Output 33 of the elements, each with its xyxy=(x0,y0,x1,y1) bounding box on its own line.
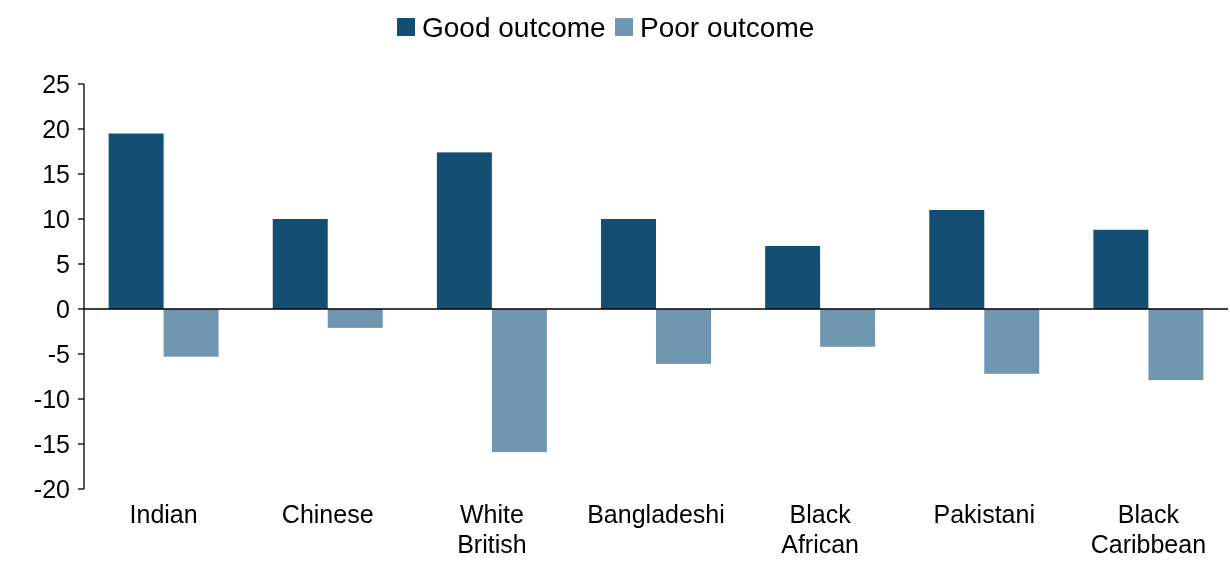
bar xyxy=(163,309,219,357)
x-tick-label: White British xyxy=(457,500,527,558)
x-tick-label: Indian xyxy=(129,500,198,528)
bar xyxy=(108,133,164,309)
y-tick-label: -10 xyxy=(33,384,70,413)
y-tick-label: 15 xyxy=(42,159,70,188)
legend-label: Poor outcome xyxy=(640,11,815,43)
bar xyxy=(820,309,876,347)
y-tick-label: -15 xyxy=(33,429,70,458)
legend-label: Good outcome xyxy=(422,11,606,43)
y-tick-label: 5 xyxy=(56,249,70,278)
y-tick-label: 0 xyxy=(56,294,70,323)
y-tick-label: 20 xyxy=(42,114,70,143)
x-tick-label: Black Caribbean xyxy=(1090,500,1207,558)
bar xyxy=(327,309,383,328)
bar xyxy=(436,152,492,309)
y-tick-label: -20 xyxy=(33,474,70,503)
y-tick-label: 10 xyxy=(42,204,70,233)
y-tick-label: -5 xyxy=(47,339,70,368)
bar xyxy=(601,219,656,309)
x-tick-label: Chinese xyxy=(281,500,374,528)
bar xyxy=(765,246,821,309)
bar xyxy=(272,219,328,309)
bar xyxy=(929,210,985,309)
x-tick-label: Black African xyxy=(781,500,860,558)
x-tick-label: Bangladeshi xyxy=(587,500,725,528)
y-tick-label: 25 xyxy=(42,69,70,98)
x-tick-label: Pakistani xyxy=(933,500,1035,528)
bar xyxy=(491,309,547,453)
bar xyxy=(1093,229,1149,309)
bar xyxy=(656,309,711,364)
bar xyxy=(1148,309,1204,381)
bar xyxy=(984,309,1040,374)
